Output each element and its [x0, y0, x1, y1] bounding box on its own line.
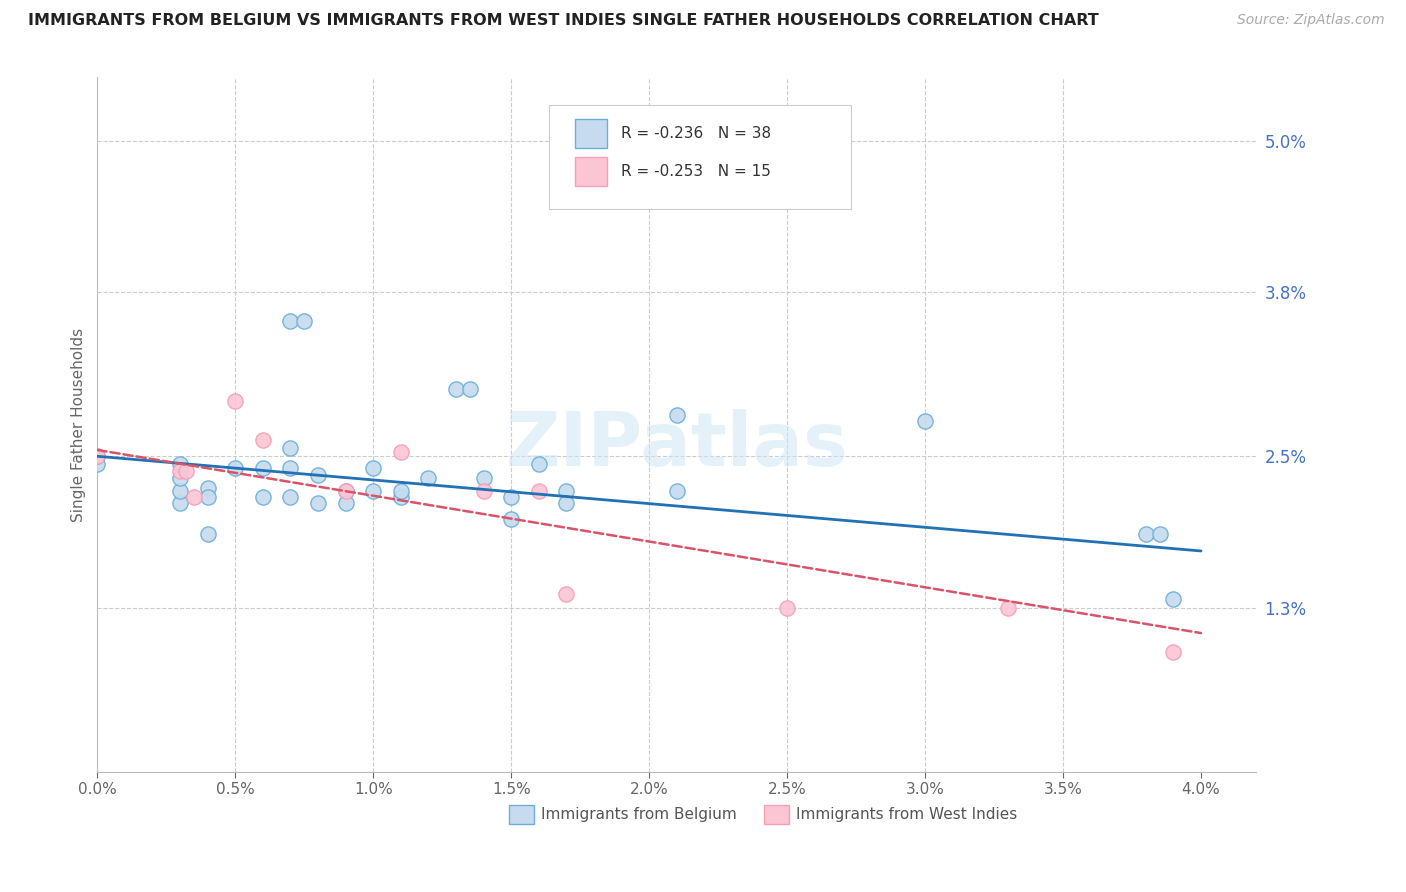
Point	[252, 491, 274, 505]
Point	[665, 408, 688, 422]
Point	[292, 314, 315, 328]
Point	[418, 471, 440, 485]
Point	[1135, 526, 1157, 541]
Point	[501, 512, 523, 526]
Point	[1163, 591, 1185, 606]
Point	[307, 496, 329, 510]
Point	[914, 414, 936, 428]
Y-axis label: Single Father Households: Single Father Households	[72, 327, 86, 522]
Point	[224, 393, 246, 408]
Point	[169, 471, 191, 485]
Point	[280, 460, 302, 475]
Text: R = -0.253   N = 15: R = -0.253 N = 15	[621, 164, 770, 179]
Point	[169, 464, 191, 478]
Point	[252, 460, 274, 475]
Point	[997, 601, 1019, 615]
Point	[280, 491, 302, 505]
Point	[389, 445, 412, 459]
Point	[361, 460, 384, 475]
Point	[389, 491, 412, 505]
Point	[280, 314, 302, 328]
Point	[174, 464, 197, 478]
Text: R = -0.236   N = 38: R = -0.236 N = 38	[621, 126, 772, 141]
Point	[307, 467, 329, 482]
Point	[776, 601, 799, 615]
Point	[86, 457, 108, 471]
Point	[527, 457, 550, 471]
Point	[361, 484, 384, 499]
Point	[555, 587, 578, 601]
Point	[501, 491, 523, 505]
Point	[197, 526, 219, 541]
FancyBboxPatch shape	[575, 120, 607, 148]
Point	[86, 450, 108, 464]
Point	[183, 491, 205, 505]
Point	[335, 484, 357, 499]
Text: IMMIGRANTS FROM BELGIUM VS IMMIGRANTS FROM WEST INDIES SINGLE FATHER HOUSEHOLDS : IMMIGRANTS FROM BELGIUM VS IMMIGRANTS FR…	[28, 13, 1099, 29]
Point	[555, 484, 578, 499]
Point	[197, 491, 219, 505]
Text: Immigrants from West Indies: Immigrants from West Indies	[796, 807, 1018, 822]
Point	[224, 460, 246, 475]
Point	[1149, 526, 1171, 541]
Point	[169, 484, 191, 499]
Point	[335, 484, 357, 499]
Text: Immigrants from Belgium: Immigrants from Belgium	[541, 807, 737, 822]
FancyBboxPatch shape	[550, 105, 851, 210]
Text: Source: ZipAtlas.com: Source: ZipAtlas.com	[1237, 13, 1385, 28]
FancyBboxPatch shape	[575, 157, 607, 186]
FancyBboxPatch shape	[763, 805, 789, 824]
Point	[335, 496, 357, 510]
Point	[458, 382, 481, 396]
Point	[444, 382, 467, 396]
Point	[280, 441, 302, 455]
Point	[665, 484, 688, 499]
Point	[169, 457, 191, 471]
Point	[472, 484, 495, 499]
Point	[472, 471, 495, 485]
Point	[169, 496, 191, 510]
Point	[665, 191, 688, 205]
Point	[1163, 645, 1185, 659]
Point	[197, 481, 219, 495]
Point	[389, 484, 412, 499]
FancyBboxPatch shape	[509, 805, 534, 824]
Point	[527, 484, 550, 499]
Point	[555, 496, 578, 510]
Point	[252, 433, 274, 447]
Point	[86, 450, 108, 464]
Text: ZIPatlas: ZIPatlas	[505, 409, 848, 482]
